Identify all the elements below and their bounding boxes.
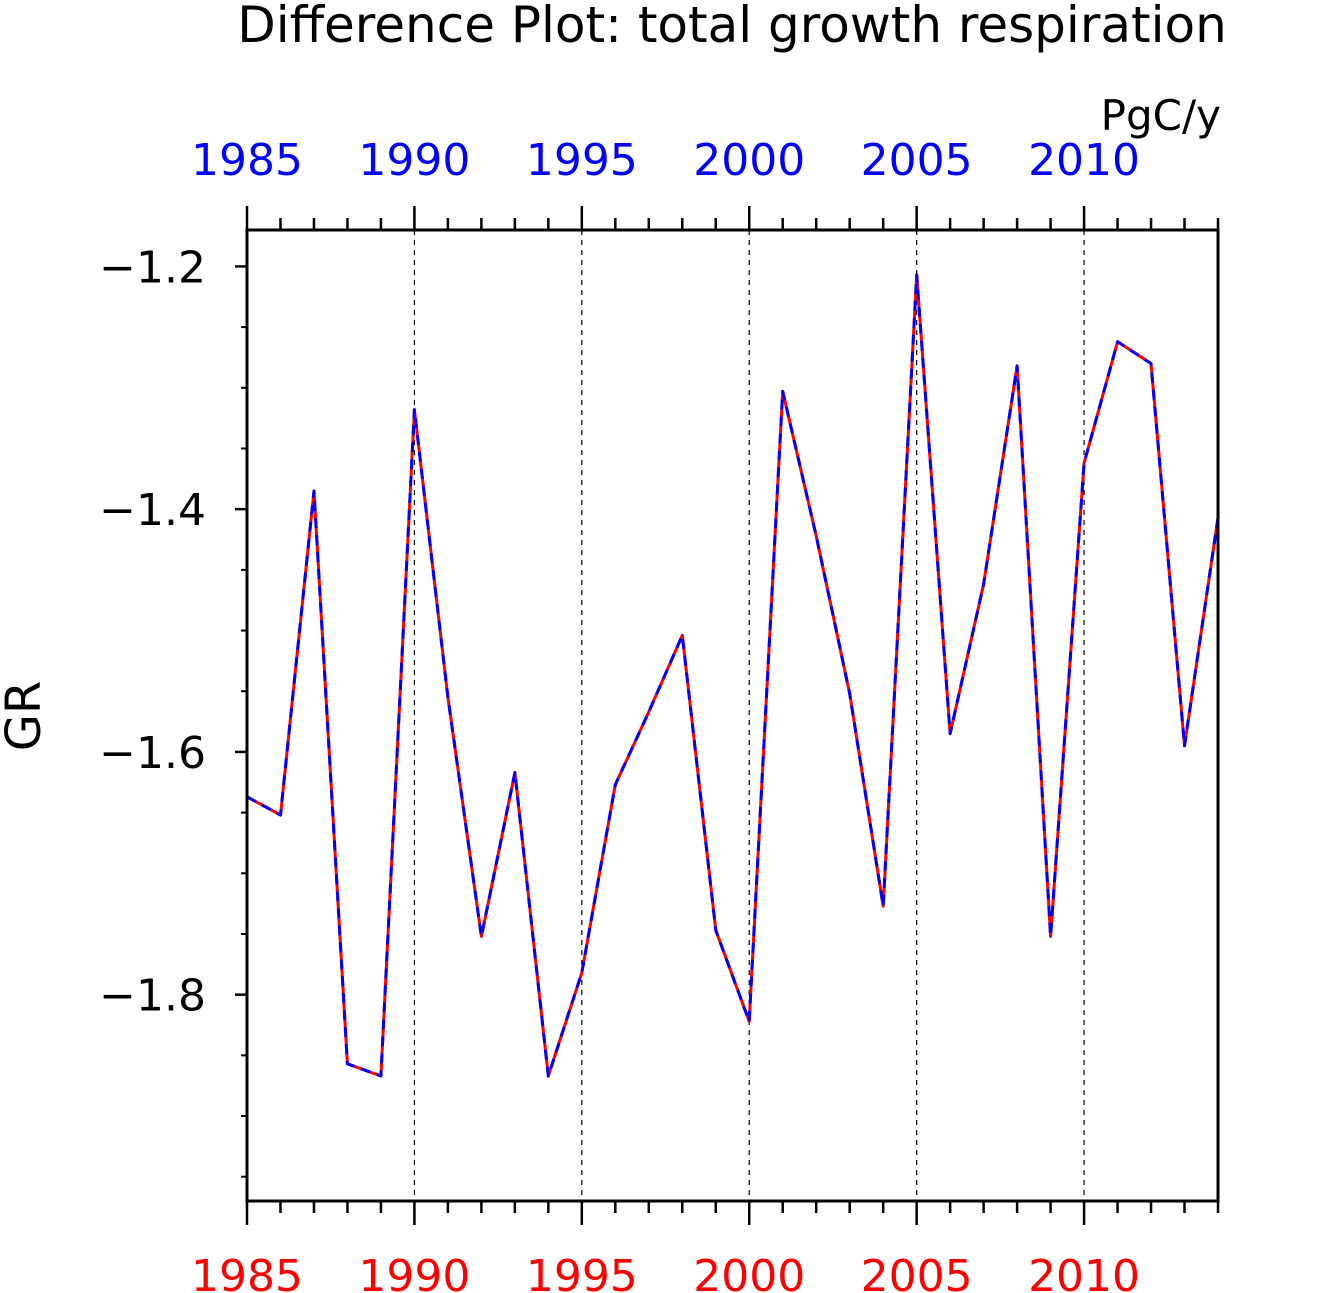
data-point-s1-2007 [983, 583, 985, 586]
series-line-1 [246, 273, 1220, 1078]
data-point-s1-2003 [849, 693, 851, 695]
data-point-s1-2005 [916, 274, 918, 276]
data-point-s1-1988 [346, 1063, 349, 1065]
chart-title: Difference Plot: total growth respiratio… [237, 0, 1227, 54]
data-point-s1-2004 [882, 905, 884, 907]
data-point-s1-1986 [279, 814, 282, 816]
y-tick-label: −1.2 [99, 242, 206, 293]
data-point-s1-1987 [313, 490, 315, 492]
data-point-s1-1992 [480, 935, 482, 938]
series-line-0 [246, 273, 1220, 1078]
x-tick-label-bottom: 2005 [861, 1251, 973, 1293]
data-point-s1-1998 [681, 634, 683, 636]
data-point-s1-2001 [782, 390, 784, 393]
y-tick-label: −1.6 [99, 728, 206, 779]
x-tick-label-bottom: 1990 [358, 1251, 470, 1293]
axis-ticks [235, 206, 1220, 1225]
data-point-s1-2011 [1116, 341, 1119, 343]
data-point-s1-2009 [1049, 935, 1052, 938]
x-tick-label-top: 2005 [861, 135, 973, 186]
data-point-s1-2012 [1150, 362, 1152, 365]
x-tick-label-bottom: 1985 [191, 1251, 303, 1293]
x-tick-label-bottom: 2000 [693, 1251, 805, 1293]
y-axis-label: GR [0, 681, 52, 752]
data-point-s1-1997 [648, 711, 650, 713]
data-point-s1-1994 [547, 1075, 549, 1077]
gridlines [413, 230, 1085, 1201]
x-tick-label-top: 1985 [191, 135, 303, 186]
data-point-s1-1993 [514, 771, 516, 774]
x-tick-label-bottom: 2010 [1028, 1251, 1140, 1293]
x-tick-label-top: 2000 [693, 135, 805, 186]
data-point-s1-2002 [815, 535, 817, 537]
data-point-s1-2013 [1183, 745, 1186, 747]
units-label: PgC/y [1101, 91, 1221, 140]
data-point-s1-2006 [949, 733, 951, 735]
data-point-s1-1989 [380, 1075, 382, 1077]
data-point-s1-2008 [1016, 365, 1018, 367]
data-point-s1-1995 [581, 972, 583, 974]
y-tick-label: −1.8 [99, 971, 206, 1022]
x-tick-label-top: 2010 [1028, 135, 1140, 186]
data-series [246, 273, 1220, 1078]
x-tick-label-bottom: 1995 [526, 1251, 638, 1293]
plot-frame [245, 228, 1220, 1203]
data-point-s1-1991 [447, 696, 449, 698]
data-point-s1-1996 [614, 784, 616, 786]
data-point-s1-2010 [1083, 462, 1085, 464]
data-point-s1-2000 [748, 1020, 750, 1022]
x-tick-label-top: 1990 [358, 135, 470, 186]
y-tick-label: −1.4 [99, 485, 206, 536]
data-point-s1-1990 [413, 409, 416, 411]
x-tick-label-top: 1995 [526, 135, 638, 186]
data-point-s1-1999 [715, 929, 717, 931]
tick-labels: −1.2 −1.4 −1.6 −1.8 1985 1990 1995 2000 2005 2010… [99, 135, 1140, 1293]
